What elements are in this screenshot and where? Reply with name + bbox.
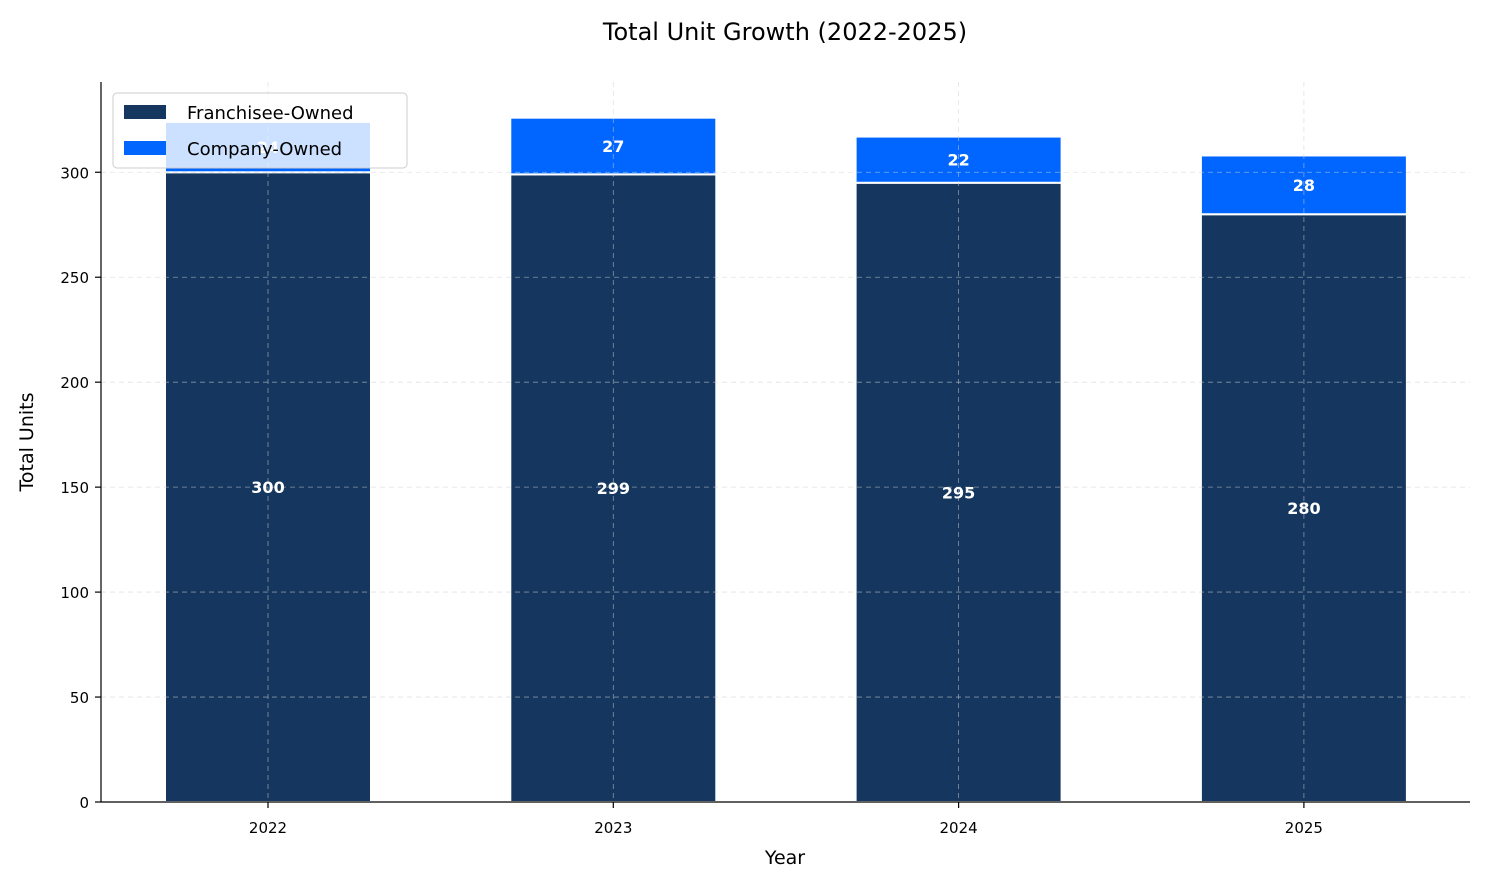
y-tick-label: 250	[60, 269, 89, 287]
x-axis-ticks: 2022 2023 2024 2025	[249, 802, 1323, 837]
x-axis-label: Year	[764, 847, 805, 869]
y-tick-label: 50	[70, 689, 89, 707]
bar-label-franchisee-owned-2022: 300	[251, 478, 284, 497]
legend-swatch-franchisee-owned	[124, 105, 166, 119]
x-tick-label-2023: 2023	[594, 819, 632, 837]
legend: Franchisee-Owned Company-Owned	[112, 92, 408, 169]
y-tick-label: 0	[79, 794, 89, 812]
bar-label-franchisee-owned-2023: 299	[597, 479, 630, 498]
bar-label-company-owned-2024: 22	[947, 151, 969, 170]
chart-title: Total Unit Growth (2022-2025)	[602, 18, 967, 46]
bar-value-labels: 30029929528024272228	[251, 137, 1320, 518]
bar-label-franchisee-owned-2025: 280	[1287, 499, 1320, 518]
legend-box	[112, 92, 408, 169]
bars	[164, 116, 1408, 804]
grid-lines	[101, 82, 1470, 802]
x-tick-label-2022: 2022	[249, 819, 287, 837]
y-tick-label: 150	[60, 479, 89, 497]
x-tick-label-2024: 2024	[940, 819, 978, 837]
legend-label-franchisee-owned: Franchisee-Owned	[187, 103, 354, 124]
legend-label-company-owned: Company-Owned	[187, 139, 342, 160]
bar-label-company-owned-2025: 28	[1293, 176, 1315, 195]
bar-label-franchisee-owned-2024: 295	[942, 483, 975, 502]
y-axis-label: Total Units	[16, 393, 38, 493]
y-tick-label: 100	[60, 584, 89, 602]
y-axis-ticks: 0 50 100 150 200 250 300	[60, 164, 101, 812]
y-tick-label: 300	[60, 164, 89, 182]
x-tick-label-2025: 2025	[1285, 819, 1323, 837]
y-tick-label: 200	[60, 374, 89, 392]
legend-swatch-company-owned	[124, 141, 166, 155]
bar-label-company-owned-2023: 27	[602, 137, 624, 156]
